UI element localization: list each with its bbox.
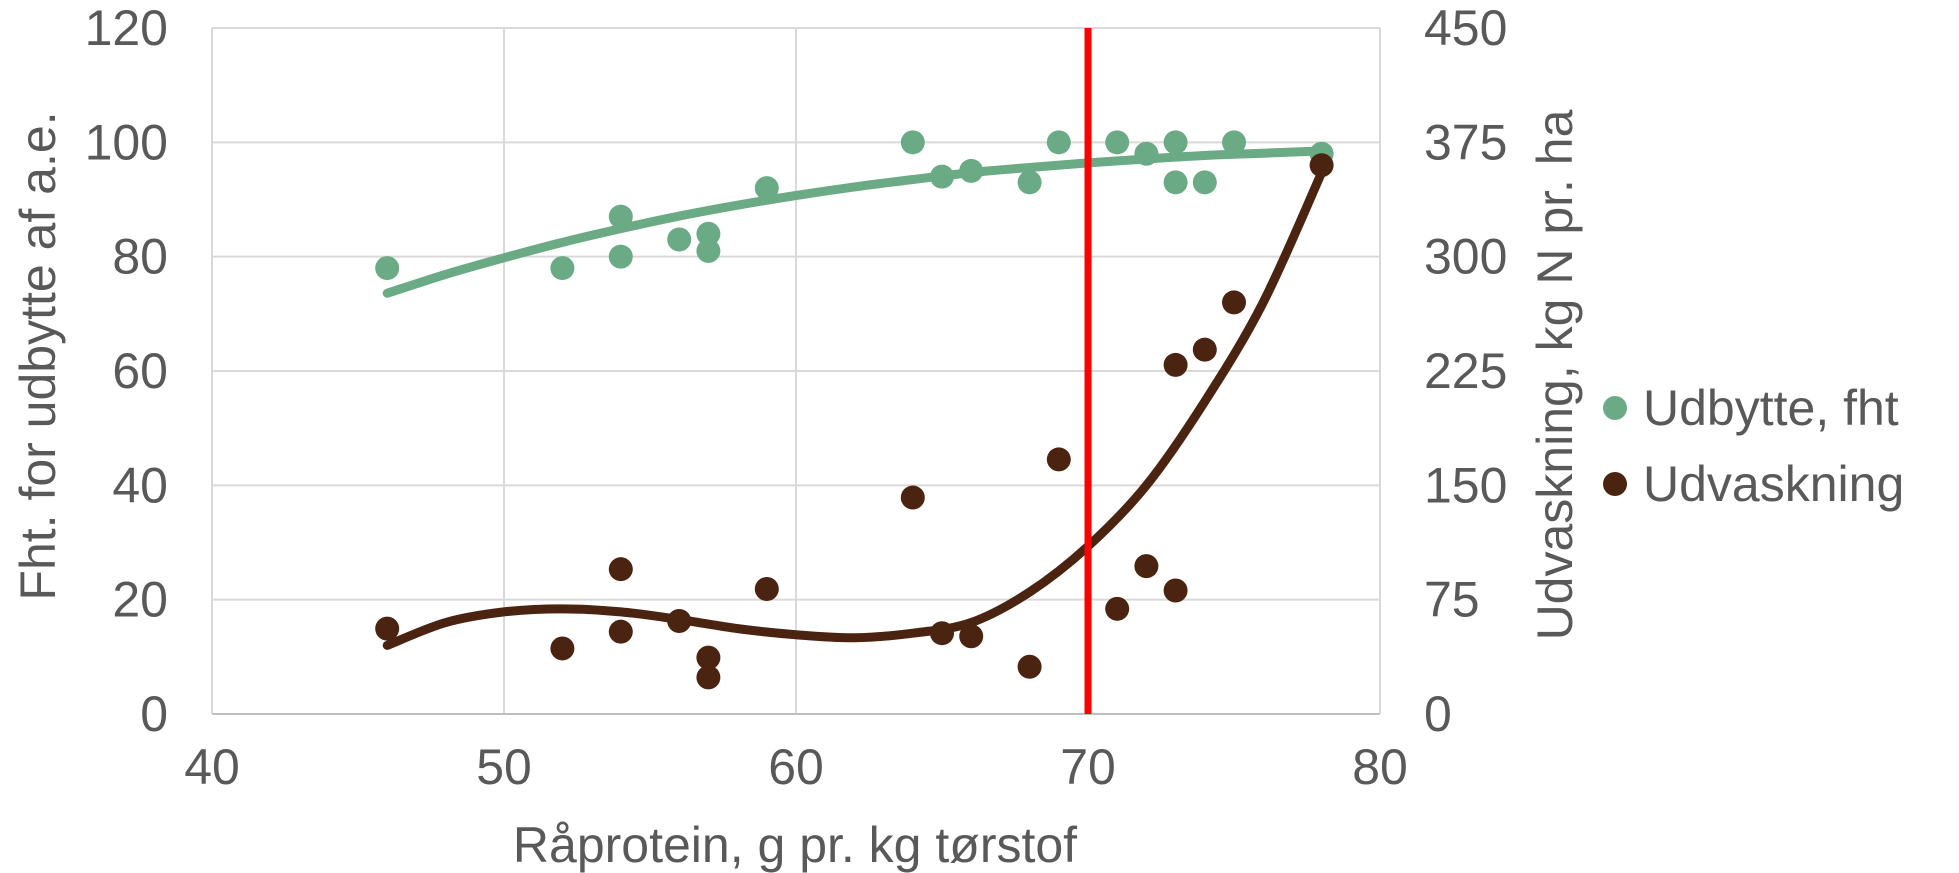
y-tick-label: 0 [140,686,168,742]
y-tick-label: 120 [85,0,168,56]
udbytte-fht-legend-label: Udbytte, fht [1643,380,1899,436]
udvaskning-trendline [382,168,1327,650]
y2-tick-label: 150 [1424,457,1507,513]
y2-tick-label: 375 [1424,114,1507,170]
udbytte-fht-point [608,244,633,269]
udvaskning-point [959,624,984,649]
udbytte-fht-point [1134,141,1159,166]
udvaskning-point [608,557,633,582]
gridlines [211,27,1381,715]
udvaskning-point [1105,596,1130,621]
y2-tick-label: 75 [1424,572,1480,628]
y-tick-label: 20 [112,572,168,628]
udbytte-fht-point [1192,170,1217,195]
udvaskning-point [930,621,954,646]
y-tick-label: 100 [85,114,168,170]
y-axis-title: Fht. for udbytte af a.e. [10,111,66,600]
udbytte-fht-point [754,176,779,201]
udvaskning-legend-marker [1603,472,1627,496]
udbytte-fht-trendline [382,146,1327,298]
y2-tick-label: 225 [1424,343,1507,399]
udbytte-fht-point [667,227,692,252]
udbytte-fht-point [1163,130,1188,155]
udvaskning-point [1163,352,1188,377]
udbytte-fht-point [959,158,984,183]
legend: Udbytte, fht Udvaskning [1603,380,1904,512]
udvaskning-point [900,485,925,510]
x-tick-label: 60 [768,739,824,795]
y-tick-label: 40 [112,457,168,513]
x-tick-label: 70 [1060,739,1116,795]
udvaskning-point [1192,337,1217,362]
udvaskning-point [1163,578,1188,603]
x-tick-label: 80 [1352,739,1408,795]
udbytte-fht-legend-marker [1603,396,1627,420]
udvaskning-point [608,619,633,644]
udbytte-fht-point [1105,130,1130,155]
y2-axis-title: Udvaskning, kg N pr. ha [1527,109,1583,640]
udvaskning-point [696,665,721,690]
trendlines [382,146,1327,650]
udvaskning-legend-label: Udvaskning [1643,456,1904,512]
udbytte-fht-point [375,256,400,281]
udbytte-fht-point [550,256,575,281]
udvaskning-point [1134,554,1159,579]
udvaskning-point [375,616,400,641]
udvaskning-point [1017,654,1042,679]
udbytte-fht-point [608,204,633,229]
y2-tick-label: 300 [1424,229,1507,285]
udbytte-fht-point [1046,130,1071,155]
udbytte-fht-point [1222,130,1246,155]
y-tick-label: 80 [112,229,168,285]
udbytte-fht-point [930,164,954,189]
x-tick-label: 50 [476,739,532,795]
udbytte-fht-point [696,221,721,246]
udvaskning-point [1309,153,1334,178]
udvaskning-point [667,609,692,634]
y2-tick-label: 450 [1424,0,1507,56]
axes [211,28,1381,715]
y2-tick-label: 0 [1424,686,1452,742]
y-tick-label: 60 [112,343,168,399]
udvaskning-point [550,636,575,661]
x-axis-title: Råprotein, g pr. kg tørstof [513,817,1077,873]
udbytte-fht-point [1163,170,1188,195]
udvaskning-point [696,645,721,670]
x-tick-label: 40 [184,739,240,795]
udbytte-fht-point [696,238,721,263]
udvaskning-point [754,576,779,601]
udbytte-fht-point [1017,170,1042,195]
udvaskning-point [1222,290,1246,315]
data-points [375,130,1334,690]
tick-labels: 0 20 40 60 80 100 120 0 75 150 225 300 375 450 40 50 60 7… [85,0,1508,795]
udvaskning-point [1046,447,1071,472]
udbytte-fht-point [900,130,925,155]
